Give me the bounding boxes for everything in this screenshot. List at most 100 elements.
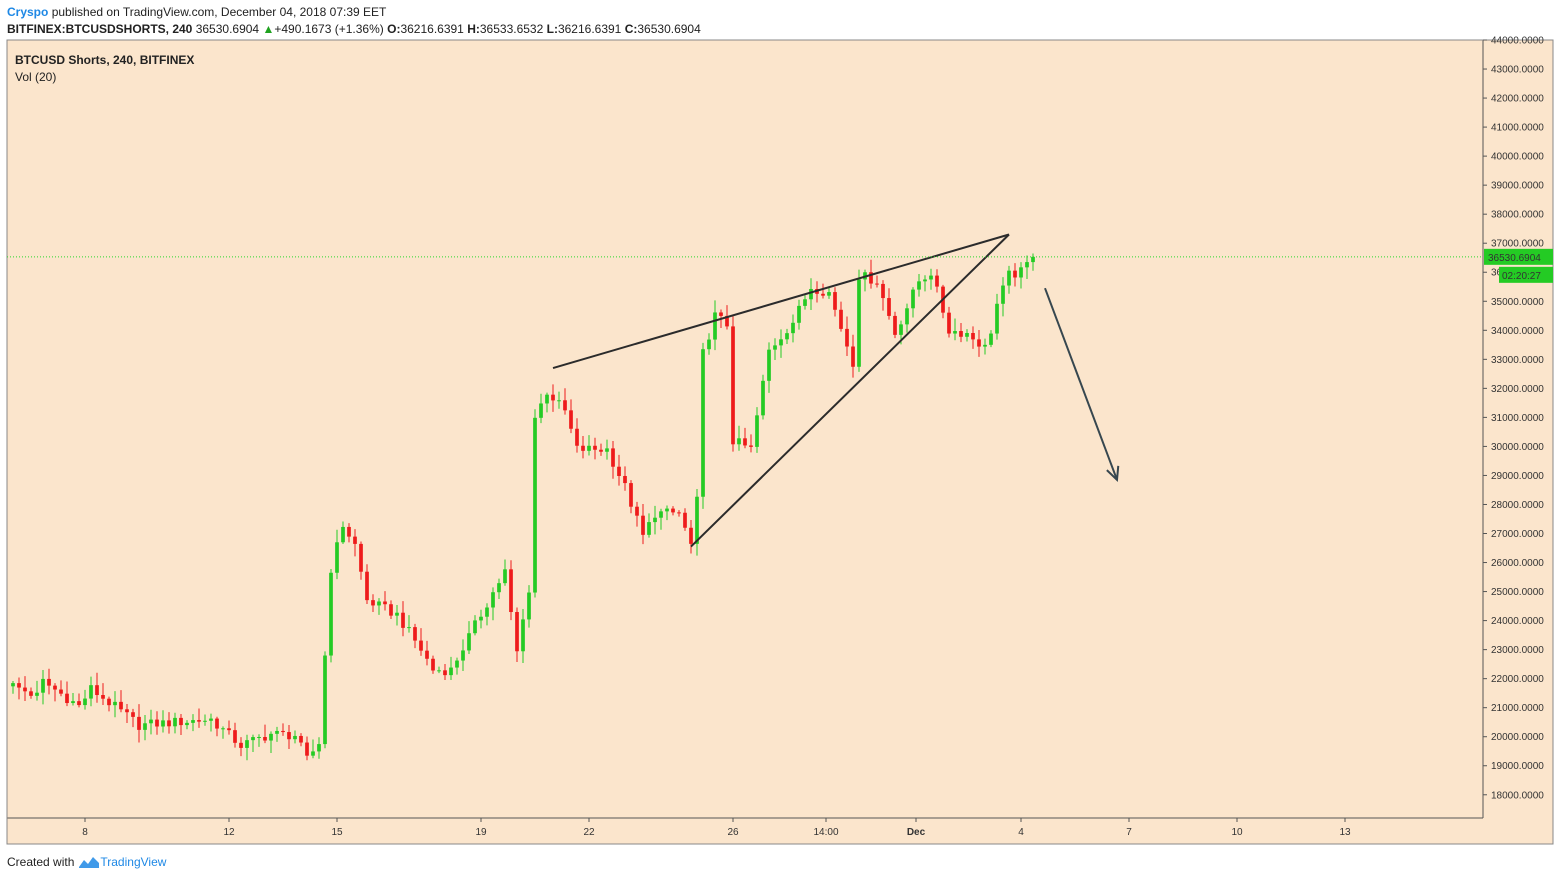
x-tick-label: 15	[331, 827, 343, 838]
candle-down	[977, 339, 981, 347]
candle-up	[827, 292, 831, 296]
candle-down	[371, 600, 375, 606]
candle-up	[527, 592, 531, 620]
candle-down	[971, 333, 975, 340]
candle-down	[677, 512, 681, 514]
candle-up	[221, 728, 225, 730]
tradingview-brand: TradingView	[100, 855, 167, 869]
candlestick-series	[11, 253, 1035, 761]
y-tick-label: 41000.0000	[1491, 123, 1544, 134]
candle-down	[575, 428, 579, 446]
candle-up	[473, 620, 477, 634]
open-value: 36216.6391	[400, 22, 464, 36]
candle-up	[35, 692, 39, 696]
candle-down	[95, 685, 99, 696]
candle-down	[593, 445, 597, 450]
y-tick-label: 27000.0000	[1491, 529, 1544, 540]
candle-up	[1019, 267, 1023, 278]
y-tick-label: 32000.0000	[1491, 384, 1544, 395]
candle-down	[563, 400, 567, 411]
candle-down	[17, 683, 21, 688]
candle-down	[641, 515, 645, 535]
candle-up	[11, 683, 15, 687]
candle-up	[209, 718, 213, 721]
open-label: O:	[387, 22, 401, 36]
candle-up	[653, 517, 657, 523]
candle-up	[161, 720, 165, 727]
candle-up	[293, 735, 297, 740]
publish-info: Cryspo published on TradingView.com, Dec…	[7, 5, 386, 19]
candle-down	[365, 571, 369, 601]
candle-up	[647, 522, 651, 535]
price-axis-background[interactable]	[1483, 40, 1553, 818]
candle-up	[917, 281, 921, 290]
y-tick-label: 29000.0000	[1491, 471, 1544, 482]
candle-down	[383, 601, 387, 605]
tradingview-link[interactable]: TradingView	[78, 855, 166, 869]
candle-up	[809, 288, 813, 300]
y-tick-label: 42000.0000	[1491, 94, 1544, 105]
candle-down	[23, 687, 27, 692]
candle-up	[449, 667, 453, 676]
close-label: C:	[624, 22, 638, 36]
candle-down	[623, 475, 627, 484]
candle-down	[107, 698, 111, 706]
candle-up	[491, 592, 495, 608]
candle-up	[257, 736, 261, 738]
candle-up	[335, 542, 339, 573]
candle-down	[935, 275, 939, 287]
candle-up	[899, 324, 903, 335]
candle-up	[311, 751, 315, 756]
candle-up	[713, 312, 717, 340]
candle-up	[659, 511, 663, 518]
candle-up	[785, 333, 789, 340]
y-tick-label: 28000.0000	[1491, 500, 1544, 511]
projection-arrow	[1044, 287, 1118, 481]
candle-up	[587, 445, 591, 451]
candle-up	[479, 616, 483, 621]
time-axis-background[interactable]	[7, 818, 1553, 844]
x-tick-label: 13	[1339, 827, 1351, 838]
y-tick-label: 31000.0000	[1491, 413, 1544, 424]
candle-up	[773, 345, 777, 350]
candle-up	[251, 737, 255, 741]
candle-up	[1025, 262, 1029, 268]
candle-up	[989, 333, 993, 345]
x-tick-label: 12	[223, 827, 235, 838]
y-tick-label: 35000.0000	[1491, 297, 1544, 308]
drawing-annotations	[552, 233, 1120, 548]
y-tick-label: 19000.0000	[1491, 761, 1544, 772]
candle-down	[839, 309, 843, 329]
volume-indicator-label[interactable]: Vol (20)	[15, 70, 56, 84]
candle-up	[797, 305, 801, 323]
created-with-text: Created with	[7, 855, 75, 869]
author-name[interactable]: Cryspo	[7, 5, 49, 19]
last-price: 36530.6904	[195, 22, 260, 36]
y-tick-label: 38000.0000	[1491, 210, 1544, 221]
candle-up	[407, 627, 411, 629]
candle-down	[833, 292, 837, 310]
candle-down	[389, 604, 393, 616]
candle-up	[953, 331, 957, 334]
candle-up	[767, 349, 771, 381]
low-label: L:	[546, 22, 558, 36]
y-tick-label: 30000.0000	[1491, 442, 1544, 453]
candle-up	[341, 526, 345, 543]
x-tick-label: Dec	[907, 827, 926, 838]
candle-down	[101, 695, 105, 699]
y-tick-label: 33000.0000	[1491, 355, 1544, 366]
candle-up	[323, 655, 327, 745]
candle-down	[959, 331, 963, 337]
candle-down	[881, 283, 885, 299]
candle-down	[725, 315, 729, 327]
y-tick-label: 20000.0000	[1491, 732, 1544, 743]
candle-down	[947, 312, 951, 334]
candle-up	[755, 415, 759, 447]
candle-down	[569, 410, 573, 429]
candle-up	[1001, 285, 1005, 304]
x-tick-label: 8	[82, 827, 88, 838]
candle-down	[413, 627, 417, 641]
published-text: published on TradingView.com, December 0…	[51, 5, 387, 19]
candle-up	[1031, 256, 1035, 263]
